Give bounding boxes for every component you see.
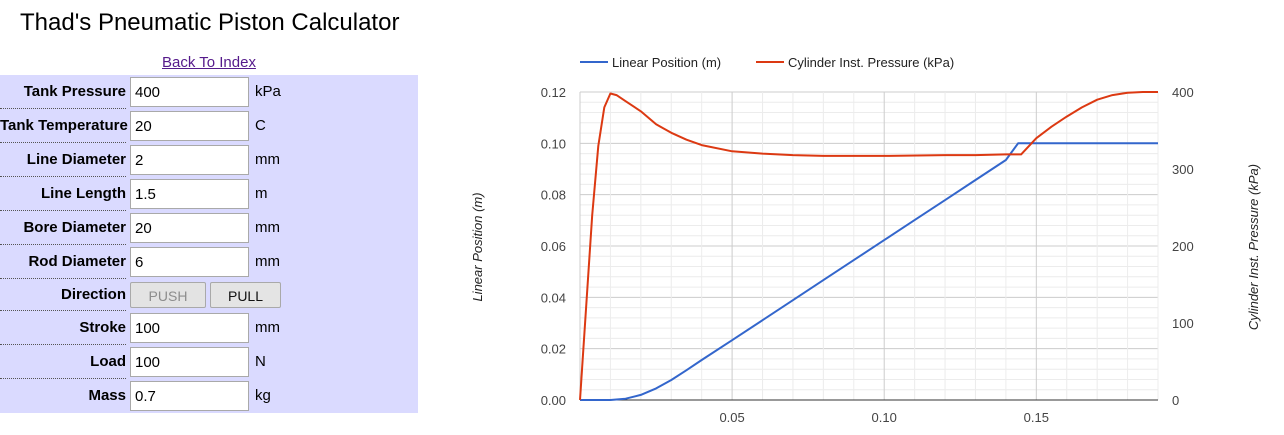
pull-button[interactable]: PULL — [210, 282, 281, 308]
left-axis-tick-label: 0.10 — [541, 136, 566, 151]
line-length-unit: m — [255, 185, 268, 202]
right-axis-tick-label: 400 — [1172, 85, 1194, 100]
mass-unit: kg — [255, 387, 271, 404]
line-length-input[interactable] — [130, 179, 249, 209]
load-label: Load — [0, 345, 126, 379]
chart-series — [579, 91, 1158, 401]
tank-pressure-label: Tank Pressure — [0, 75, 126, 109]
left-axis-tick-label: 0.02 — [541, 342, 566, 357]
x-axis-tick-label: 0.05 — [719, 410, 744, 425]
line-length-row: Line Length m — [0, 177, 418, 211]
series-cylinder-pressure-line — [579, 91, 1158, 401]
series-linear-position-line — [580, 142, 1158, 401]
left-axis-tick-label: 0.12 — [541, 85, 566, 100]
bore-diameter-unit: mm — [255, 219, 280, 236]
left-axis-title: Linear Position (m) — [470, 192, 485, 301]
back-to-index-link[interactable]: Back To Index — [162, 54, 256, 71]
right-axis-title: Cylinder Inst. Pressure (kPa) — [1246, 164, 1261, 330]
chart-gridlines — [579, 91, 1159, 401]
left-axis-tick-label: 0.00 — [541, 393, 566, 408]
push-button[interactable]: PUSH — [130, 282, 206, 308]
right-axis-ticks: 0 100 200 300 400 — [1172, 85, 1194, 408]
stroke-unit: mm — [255, 319, 280, 336]
tank-temperature-input[interactable] — [130, 111, 249, 141]
line-diameter-input[interactable] — [130, 145, 249, 175]
rod-diameter-row: Rod Diameter mm — [0, 245, 418, 279]
right-axis-tick-label: 200 — [1172, 239, 1194, 254]
left-axis-ticks: 0.00 0.02 0.04 0.06 0.08 0.10 0.12 — [541, 85, 566, 408]
bore-diameter-label: Bore Diameter — [0, 211, 126, 245]
tank-temperature-unit: C — [255, 117, 266, 134]
tank-temperature-row: Tank Temperature C — [0, 109, 418, 143]
right-axis-tick-label: 100 — [1172, 316, 1194, 331]
x-axis-tick-label: 0.15 — [1024, 410, 1049, 425]
stroke-input[interactable] — [130, 313, 249, 343]
mass-label: Mass — [88, 387, 126, 404]
load-row: Load N — [0, 345, 418, 379]
bore-diameter-row: Bore Diameter mm — [0, 211, 418, 245]
stroke-label: Stroke — [0, 311, 126, 345]
x-axis-tick-label: 0.10 — [872, 410, 897, 425]
right-axis-tick-label: 0 — [1172, 393, 1179, 408]
line-length-label: Line Length — [0, 177, 126, 211]
direction-label: Direction — [0, 279, 126, 311]
mass-input[interactable] — [130, 381, 249, 411]
x-axis-ticks: 0.05 0.10 0.15 — [719, 410, 1049, 425]
bore-diameter-input[interactable] — [130, 213, 249, 243]
left-axis-tick-label: 0.06 — [541, 239, 566, 254]
legend-pressure-label[interactable]: Cylinder Inst. Pressure (kPa) — [788, 55, 954, 70]
chart-legend: Linear Position (m) Cylinder Inst. Press… — [580, 55, 954, 70]
tank-pressure-input[interactable] — [130, 77, 249, 107]
line-diameter-label: Line Diameter — [0, 143, 126, 177]
tank-pressure-row: Tank Pressure kPa — [0, 75, 418, 109]
line-diameter-row: Line Diameter mm — [0, 143, 418, 177]
rod-diameter-label: Rod Diameter — [0, 245, 126, 279]
load-unit: N — [255, 353, 266, 370]
tank-temperature-label: Tank Temperature — [0, 109, 128, 143]
left-axis-tick-label: 0.08 — [541, 188, 566, 203]
stroke-row: Stroke mm — [0, 311, 418, 345]
position-pressure-chart: Linear Position (m) Cylinder Inst. Press… — [470, 55, 1261, 425]
line-diameter-unit: mm — [255, 151, 280, 168]
page-title: Thad's Pneumatic Piston Calculator — [20, 9, 400, 36]
tank-pressure-unit: kPa — [255, 83, 281, 100]
parameters-form: Tank Pressure kPa Tank Temperature C Lin… — [0, 75, 418, 413]
mass-row: Mass kg — [0, 379, 418, 413]
direction-row: Direction — [0, 279, 418, 311]
load-input[interactable] — [130, 347, 249, 377]
legend-position-label[interactable]: Linear Position (m) — [612, 55, 721, 70]
right-axis-tick-label: 300 — [1172, 162, 1194, 177]
left-axis-tick-label: 0.04 — [541, 290, 566, 305]
rod-diameter-unit: mm — [255, 253, 280, 270]
rod-diameter-input[interactable] — [130, 247, 249, 277]
